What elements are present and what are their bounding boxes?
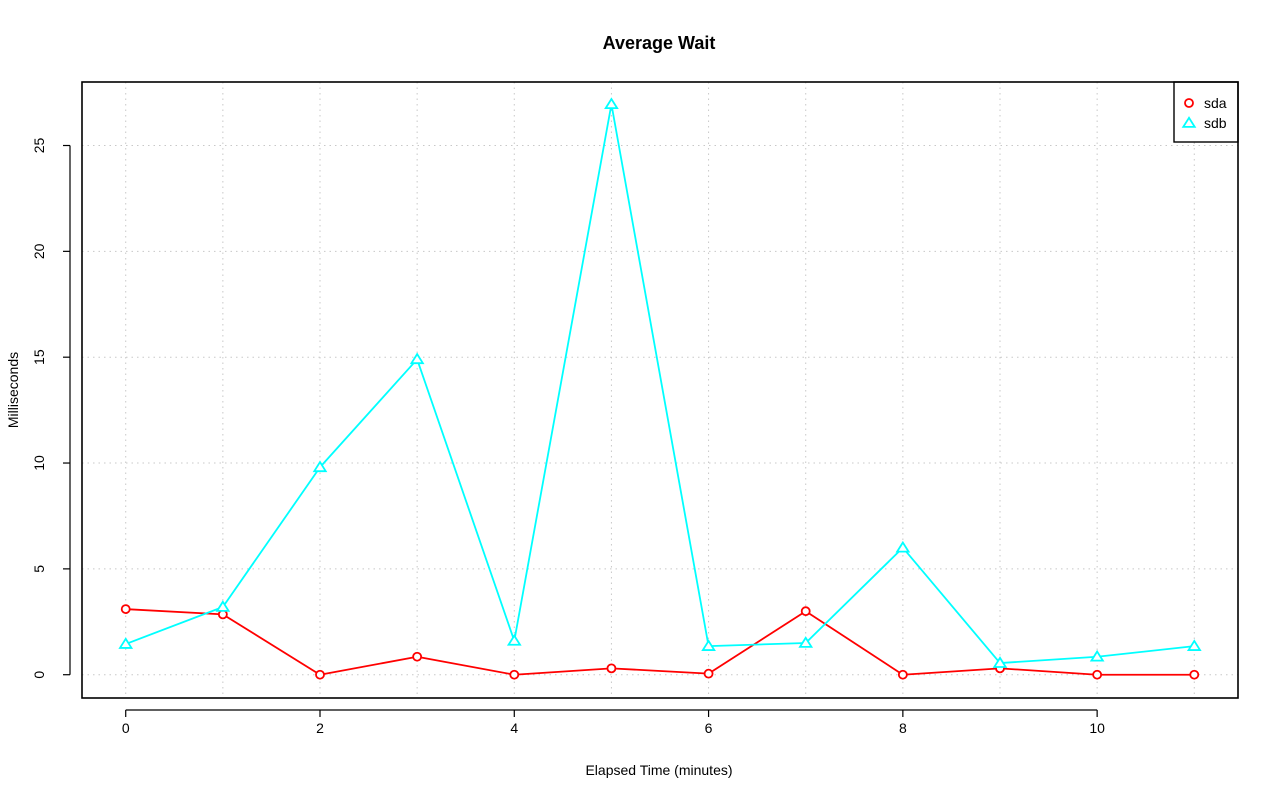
data-point-sdb [312,460,328,473]
series-sdb [118,97,1202,668]
legend-label-sdb: sdb [1204,115,1227,131]
x-tick-label: 10 [1089,720,1105,736]
x-tick-label: 8 [899,720,907,736]
data-point-sda [509,669,520,680]
y-tick-label: 10 [31,455,47,471]
series-sda [120,604,1200,680]
data-point-sda [1189,669,1200,680]
data-point-sdb [798,636,814,648]
data-point-sdb [701,639,716,651]
legend: sda sdb [1173,81,1239,143]
x-tick-label: 4 [510,720,518,736]
data-point-sda [120,604,131,614]
data-point-sda [1092,669,1103,680]
axes: 0 2 4 6 8 10 0 5 10 15 20 25 [31,138,1105,736]
data-point-sda [315,669,325,680]
legend-marker-sda [1184,98,1194,108]
data-point-sda [800,606,811,617]
plot-frame [81,81,1239,699]
data-series [118,97,1202,680]
series-line-sdb [125,103,1195,664]
data-point-sda [412,651,423,662]
data-point-sda [897,669,908,680]
data-point-sdb [506,633,522,646]
y-axis-label: Milliseconds [5,352,21,428]
grid-lines [82,82,1238,698]
legend-box [1173,81,1239,143]
data-point-sdb [1089,649,1105,662]
y-tick-label: 25 [31,138,47,154]
data-point-sda [606,663,617,674]
y-tick-label: 15 [31,349,47,365]
data-point-sdb [604,97,619,110]
x-tick-label: 6 [705,720,713,736]
x-tick-label: 2 [316,720,324,736]
data-point-sdb [118,637,134,649]
data-point-sdb [1186,639,1202,651]
y-tick-label: 5 [31,565,47,573]
y-tick-label: 0 [31,671,47,679]
y-tick-label: 20 [31,243,47,259]
data-point-sdb [409,352,425,365]
data-point-sdb [895,540,911,553]
data-point-sda [703,668,714,679]
legend-marker-sdb [1181,116,1197,128]
x-tick-label: 0 [122,720,130,736]
chart-title: Average Wait [603,33,716,53]
data-point-sdb [992,656,1008,668]
x-axis-label: Elapsed Time (minutes) [585,762,732,778]
series-line-sda [125,608,1195,676]
legend-label-sda: sda [1204,95,1227,111]
data-point-sdb [215,600,231,612]
